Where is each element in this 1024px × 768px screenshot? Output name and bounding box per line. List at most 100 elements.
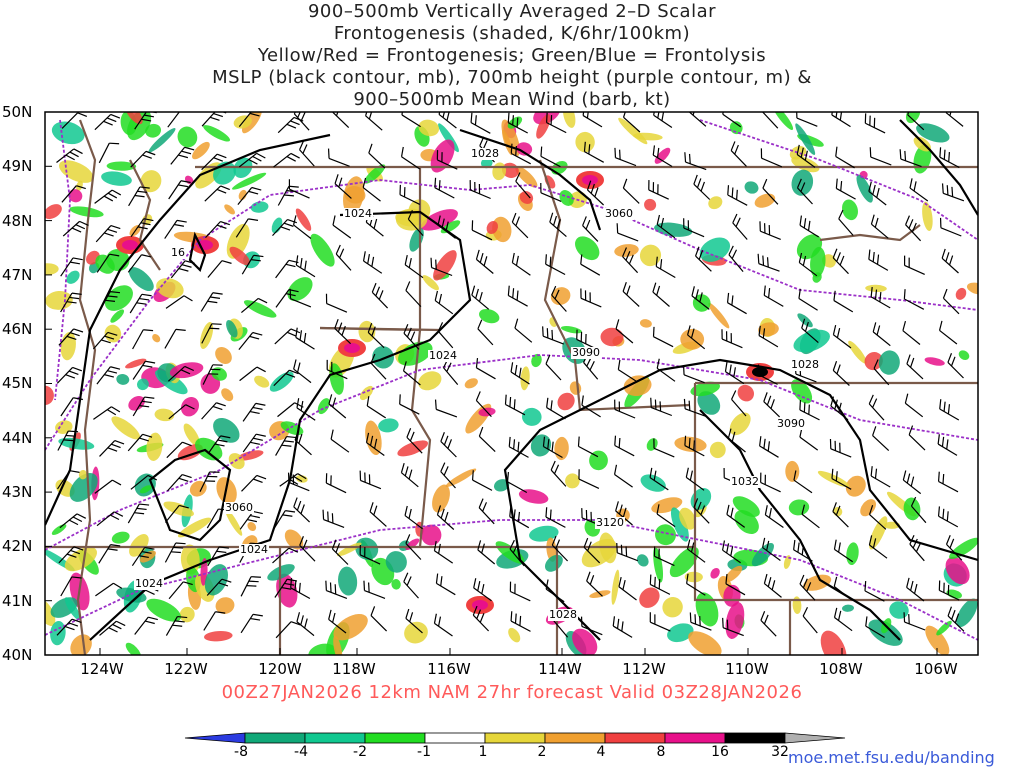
wind-barb xyxy=(440,462,456,489)
shading-blob xyxy=(905,112,921,124)
wind-barb xyxy=(288,179,310,199)
wind-barb xyxy=(132,360,156,380)
shading-blob xyxy=(59,160,94,183)
shading-blob xyxy=(529,525,559,542)
barb-flag xyxy=(252,331,263,336)
shading-blob xyxy=(751,542,774,567)
barb-flag xyxy=(134,194,145,198)
wind-barb xyxy=(295,255,316,278)
barb-flag xyxy=(399,394,401,405)
barb-shaft xyxy=(59,513,78,529)
barb-flag xyxy=(908,614,910,624)
barb-flag xyxy=(110,291,121,294)
wind-barb xyxy=(617,359,638,383)
shading-blob xyxy=(557,392,575,411)
shading-blob xyxy=(418,371,442,391)
wind-barb xyxy=(365,432,385,456)
barb-flag xyxy=(471,285,476,296)
shading-blob xyxy=(639,319,652,328)
shading-blob xyxy=(139,485,152,494)
barb-flag xyxy=(768,225,771,235)
barb-flag xyxy=(401,112,404,116)
barb-shaft xyxy=(904,402,924,418)
wind-barb xyxy=(618,577,637,601)
barb-flag xyxy=(180,369,191,375)
barb-flag xyxy=(208,373,219,375)
barb-shaft xyxy=(721,338,743,349)
mslp-label: 1024 xyxy=(428,349,458,362)
wind-barb xyxy=(475,249,494,274)
barb-shaft xyxy=(614,444,635,457)
barb-shaft xyxy=(551,294,567,312)
wind-barb xyxy=(540,182,562,202)
barb-flag xyxy=(300,504,305,514)
barb-flag xyxy=(876,187,880,198)
wind-barb xyxy=(433,540,454,564)
barb-flag xyxy=(438,180,441,191)
barb-flag xyxy=(474,182,476,192)
barb-shaft xyxy=(758,335,779,348)
barb-shaft xyxy=(437,514,455,530)
barb-flag xyxy=(400,146,404,157)
barb-flag xyxy=(799,215,803,226)
colorbar-cell xyxy=(604,732,666,744)
wind-barb xyxy=(203,611,226,631)
barb-flag xyxy=(622,507,627,518)
shading-blob xyxy=(515,166,538,188)
barb-flag xyxy=(941,183,944,194)
shading-blob xyxy=(359,385,374,401)
barb-flag xyxy=(302,144,308,154)
barb-flag xyxy=(515,145,517,156)
barb-flag xyxy=(472,605,478,616)
shading-blob xyxy=(589,450,608,471)
barb-shaft xyxy=(326,589,348,599)
barb-flag xyxy=(947,404,951,415)
barb-shaft xyxy=(470,122,491,134)
wind-barb xyxy=(130,218,154,238)
wind-barb xyxy=(242,402,266,422)
wind-barb xyxy=(721,540,741,564)
barb-flag xyxy=(436,150,439,160)
barb-shaft xyxy=(58,546,75,564)
shading-blob xyxy=(791,156,820,173)
wind-barb xyxy=(614,399,636,419)
barb-shaft xyxy=(434,622,453,637)
barb-flag xyxy=(440,508,445,519)
wind-barb xyxy=(903,289,925,310)
barb-shaft xyxy=(241,255,255,275)
barb-flag xyxy=(252,155,262,162)
barb-flag xyxy=(139,186,150,189)
shading-blob xyxy=(501,119,520,157)
barb-flag xyxy=(368,143,373,154)
mslp-contour xyxy=(45,133,331,526)
barb-flag xyxy=(209,327,220,330)
barb-shaft xyxy=(650,583,671,595)
wind-barb xyxy=(614,435,635,457)
barb-flag xyxy=(799,400,802,410)
barb-flag xyxy=(580,254,583,265)
barb-flag xyxy=(695,246,700,257)
lat-label-50n: 50N xyxy=(2,103,33,121)
barb-flag xyxy=(833,290,836,301)
barb-flag xyxy=(107,295,118,298)
shading-blob xyxy=(203,125,231,142)
barb-flag xyxy=(252,613,263,617)
shading-blob xyxy=(530,434,552,457)
barb-shaft xyxy=(478,507,495,525)
wind-barb xyxy=(760,148,783,168)
barb-flag xyxy=(806,582,812,592)
barb-flag xyxy=(941,248,946,259)
barb-shaft xyxy=(201,323,213,344)
barb-flag xyxy=(868,249,871,260)
barb-flag xyxy=(512,115,514,126)
wind-barb xyxy=(404,505,423,530)
barb-flag xyxy=(800,182,806,192)
wind-barb xyxy=(868,394,885,421)
barb-flag xyxy=(654,576,656,587)
barb-flag xyxy=(406,576,412,586)
barb-flag xyxy=(648,180,650,190)
barb-shaft xyxy=(166,441,183,459)
wind-barb xyxy=(832,502,849,528)
barb-flag xyxy=(874,217,879,228)
barb-flag xyxy=(174,620,185,623)
